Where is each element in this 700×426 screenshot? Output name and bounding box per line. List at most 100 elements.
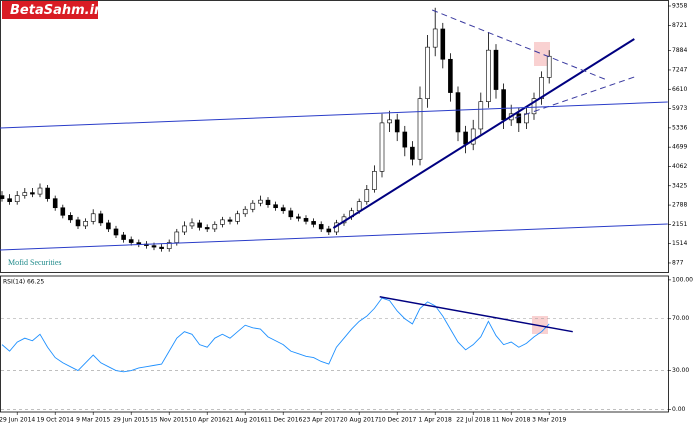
candle-body [364,189,370,202]
y-tick-label: 70.00 [672,315,689,322]
candle-body [60,207,66,216]
candle-body [501,89,506,121]
x-tick-label: 22 Jul 2018 [456,417,490,424]
y-tick-label: 5973 [672,105,687,112]
y-tick-label: 30.00 [672,367,689,374]
candle-body [410,146,415,160]
candle-body [98,213,104,224]
y-tick-label: 5336 [672,124,687,131]
candle-body [113,228,119,236]
candle-body [372,171,377,190]
y-tick-label: 1514 [672,240,687,247]
x-tick-label: 15 Nov 2015 [150,417,189,424]
candle-body [45,187,50,199]
trendline [379,295,573,333]
x-tick-label: 11 Nov 2018 [492,417,531,424]
candle-body [182,225,187,233]
candle-body [379,122,385,172]
candle-body [136,242,142,245]
candle-body [311,221,316,225]
candle-body [235,213,240,222]
x-tick-label: 11 Dec 2016 [264,417,303,424]
candle-body [531,98,537,115]
candle-body [75,219,81,227]
x-tick-label: 21 Aug 2016 [226,417,265,424]
y-tick-label: 7884 [672,47,687,54]
candle-body [463,131,468,145]
candle-body [0,195,5,199]
y-tick-label: 2151 [672,221,687,228]
y-tick-label: 4062 [672,163,687,170]
panel-title: RSI(14) 66.25 [3,279,44,286]
candle-body [273,204,278,209]
candle-body [52,198,58,209]
rsi-line [1,297,550,373]
candle-body [7,198,12,202]
candle-body [546,55,552,78]
candle-body [440,28,446,60]
y-tick-label: 3425 [672,182,687,189]
candle-body [265,199,271,206]
candle-body [14,195,20,202]
candle-body [174,231,180,243]
candle-body [227,219,233,222]
x-tick-label: 10 Apr 2016 [189,417,226,424]
x-tick-label: 3 Mar 2019 [532,417,566,424]
candle-body [166,242,172,249]
candle-body [22,192,28,196]
y-tick-label: 2788 [672,202,687,209]
candle-body [159,246,164,249]
candle-body [68,215,73,221]
price-panel [0,0,669,273]
trendline [0,101,668,129]
candle-body [455,92,461,133]
candle-body [197,222,202,228]
rsi-panel [0,275,669,413]
x-tick-label: 9 Mar 2015 [76,417,110,424]
x-tick-label: 20 Aug 2017 [340,417,379,424]
candle-body [288,210,294,218]
candle-body [212,224,218,230]
candle-body [326,228,332,233]
y-tick-label: 100.00 [672,276,693,283]
logo-box [2,1,98,19]
candle-body [524,113,529,124]
candle-body [318,224,324,230]
candle-body [356,201,362,212]
y-tick-label: 9358 [672,2,687,9]
candle-body [128,239,134,243]
y-tick-label: 7247 [672,66,687,73]
candle-body [425,46,430,99]
candle-body [448,58,453,93]
x-tick-label: 23 Apr 2017 [303,417,340,424]
candle-body [402,131,408,148]
candle-body [90,213,96,222]
candle-body [516,113,522,124]
y-tick-label: 4699 [672,144,687,151]
x-tick-label: 10 Dec 2017 [378,417,417,424]
candle-body [151,245,157,248]
y-tick-label: 0.00 [672,406,686,413]
candle-body [303,218,309,222]
candle-body [394,119,400,133]
candle-body [258,199,263,204]
candle-body [189,222,195,227]
candle-body [470,128,476,145]
candle-body [250,202,256,210]
candle-body [486,49,491,102]
candle-body [204,227,210,230]
x-tick-label: 29 Jun 2015 [113,417,149,424]
candle-body [220,219,225,225]
candle-body [242,208,248,215]
trendline [0,223,668,251]
candle-body [417,98,423,160]
trendline [514,76,635,119]
candle-body [493,49,499,90]
candle-body [478,101,484,130]
candle-body [106,222,111,230]
candle-body [30,192,35,195]
x-tick-label: 1 Apr 2018 [419,417,452,424]
candle-body [432,28,438,48]
y-tick-label: 6610 [672,86,687,93]
